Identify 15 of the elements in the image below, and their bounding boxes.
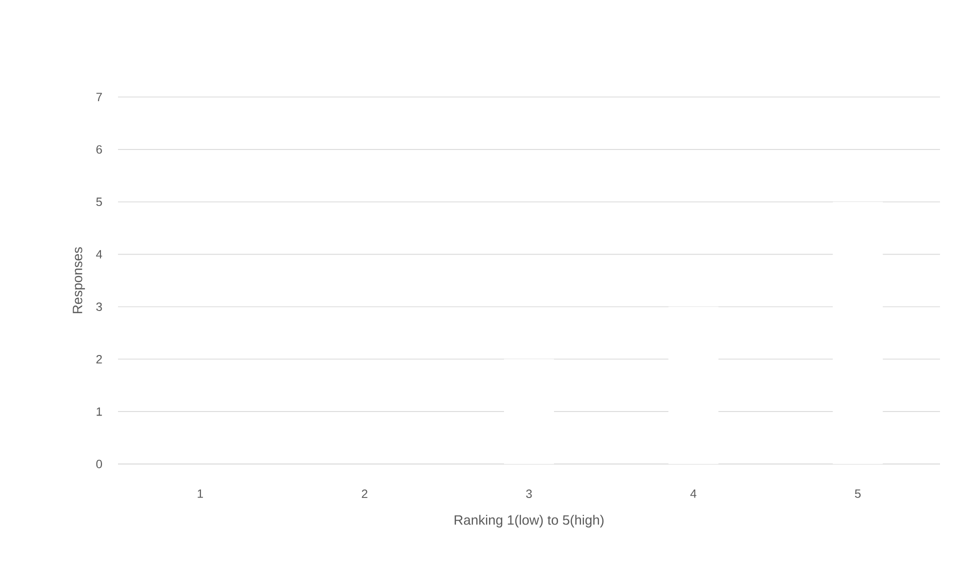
x-tick-label: 1 [198, 490, 203, 498]
y-tick-label: 2 [96, 354, 102, 364]
x-tick-label: 3 [526, 490, 532, 498]
x-tick-label: 5 [854, 490, 861, 498]
x-tick-label: 4 [690, 490, 696, 498]
y-tick-label: 3 [96, 302, 102, 311]
y-tick-label: 1 [96, 407, 102, 416]
y-tick-label: 6 [96, 145, 102, 154]
y-tick-label: 4 [96, 250, 102, 258]
y-tick-label: 0 [96, 460, 102, 468]
x-tick-label: 2 [362, 490, 368, 498]
y-axis-title: Responses [72, 247, 85, 314]
y-tick-label: 5 [96, 198, 102, 206]
y-tick-label: 7 [96, 92, 102, 102]
x-axis-title: Ranking 1(low) to 5(high) [454, 514, 604, 528]
